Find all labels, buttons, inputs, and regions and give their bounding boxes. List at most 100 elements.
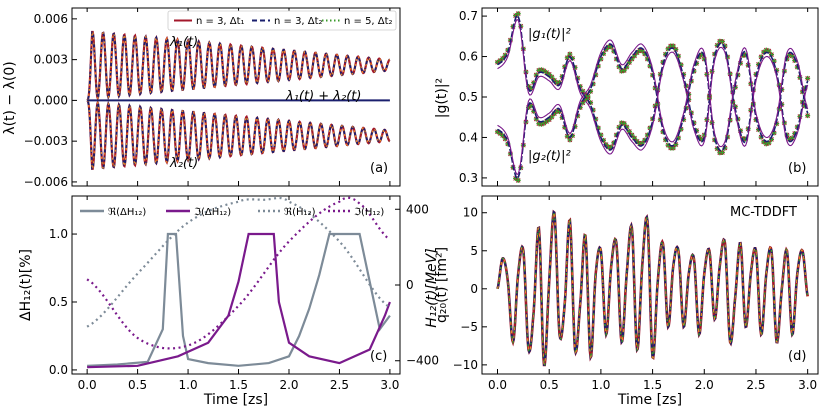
panel-c-yticks-right: −400 0 400	[395, 202, 439, 368]
b-y-tick-label: 0.4	[459, 130, 478, 144]
legend-im-dh-label: ℑ(ΔH₁₂)	[194, 207, 231, 218]
panel-c-tag: (c)	[370, 349, 387, 364]
c-x-tick-label: 1.5	[229, 378, 248, 392]
panel-c-ylabel-right: H₁₂(t)[MeV]	[424, 248, 440, 327]
series-λ₁(t)-n5-dt2	[86, 31, 391, 101]
b-y-tick-label: 0.6	[459, 50, 478, 64]
panel-a-frame	[71, 7, 401, 187]
series-|g₁(t)|²	[497, 14, 809, 151]
panel-d-xlabel: Time [zs]	[617, 392, 682, 408]
b-y-tick-label: 0.3	[459, 171, 478, 185]
marker-green-plus	[515, 177, 521, 183]
d-y-tick-label: 5	[470, 244, 478, 258]
panel-b-tag: (b)	[788, 161, 806, 176]
c-y-tick-label: 0.5	[49, 295, 68, 309]
panel-a-tag: (a)	[370, 161, 388, 176]
panel-c-legend: ℜ(ΔH₁₂) ℑ(ΔH₁₂) ℜ(H₁₂) ℑ(H₁₂)	[80, 207, 384, 218]
marker-green-plus	[805, 113, 811, 119]
panel-d-title: MC-TDDFT	[730, 205, 797, 220]
d-x-tick-label: 1.0	[591, 378, 610, 392]
panel-c-frame	[71, 195, 401, 375]
panel-a-plot	[86, 30, 391, 170]
a-y-tick-label: −0.003	[24, 134, 68, 148]
series-c-0	[87, 232, 391, 367]
marker-green-plus	[719, 149, 725, 155]
c-yr-tick-label: 400	[406, 202, 429, 216]
panel-d-xticks: 0.0 0.5 1.0 1.5 2.0 2.5 3.0	[488, 196, 817, 392]
d-x-tick-label: 1.5	[643, 378, 662, 392]
panel-d-ylabel: q₂₀(t) [fm²]	[434, 247, 450, 323]
c-yr-tick-label: 0	[406, 278, 414, 292]
series-|g₂(t)|²	[497, 43, 809, 180]
c-x-tick-label: 2.0	[279, 378, 298, 392]
marker-green-plus	[515, 11, 521, 17]
marker-green-plus	[805, 75, 811, 81]
panel-b-xticks	[497, 8, 809, 186]
c-x-tick-label: 2.5	[330, 378, 349, 392]
d-y-tick-label: −10	[453, 358, 478, 372]
marker-green-plus	[621, 68, 627, 74]
panel-a-ylabel: λ(t) − λ(0)	[2, 61, 18, 134]
legend-re-dh-label: ℜ(ΔH₁₂)	[108, 207, 146, 218]
legend-label-2: n = 3, Δt₂	[274, 16, 323, 27]
d-x-tick-label: 2.5	[746, 378, 765, 392]
panel-d-yticks: −10 −5 0 5 10	[453, 206, 487, 372]
panel-d: −10 −5 0 5 10 0.0 0.5 1.0 1.5 2.0 2.5 3.0 q₂₀(t) […	[434, 195, 819, 408]
legend-label-3: n = 5, Δt₂	[344, 16, 393, 27]
panel-d-plot	[496, 209, 809, 367]
panel-c-xticks: 0.0 0.5 1.0 1.5 2.0 2.5 3.0	[78, 196, 399, 392]
panel-a-legend: n = 3, Δt₁ n = 3, Δt₂ n = 5, Δt₂	[167, 10, 397, 31]
d-y-tick-label: 0	[470, 282, 478, 296]
c-x-tick-label: 0.5	[128, 378, 147, 392]
d-y-tick-label: 10	[463, 206, 478, 220]
panel-b: 0.3 0.4 0.5 0.6 0.7 |g(t)|² |g₁(t)|² |g₂(t)|…	[434, 7, 819, 187]
panel-b-plot	[495, 11, 811, 183]
annotation-g1: |g₁(t)|²	[528, 27, 571, 42]
series-|g₂(t)|²-ref	[497, 39, 809, 176]
b-y-tick-label: 0.5	[459, 90, 478, 104]
series-λ₂(t)-n5-dt2	[86, 99, 391, 170]
d-x-tick-label: 0.0	[488, 378, 507, 392]
a-y-tick-label: 0.000	[34, 93, 68, 107]
c-x-tick-label: 3.0	[380, 378, 399, 392]
annotation-lambda2: λ₂(t)	[169, 156, 198, 171]
a-y-tick-label: 0.006	[34, 12, 68, 26]
legend-box	[167, 10, 397, 31]
d-x-tick-label: 3.0	[798, 378, 817, 392]
marker-green-plus	[719, 39, 725, 45]
annotation-g2: |g₂(t)|²	[528, 149, 571, 164]
panel-c-ylabel: ΔH₁₂(t)[%]	[18, 249, 34, 321]
panel-c-xlabel: Time [zs]	[203, 392, 268, 408]
panel-c: 0.0 0.5 1.0 −400 0 400 0.0 0.5 1.0 1.5 2.0 2.5 3.0…	[18, 195, 440, 408]
series-|g₁(t)|²-ref	[497, 18, 809, 155]
a-y-tick-label: −0.006	[24, 175, 68, 189]
legend-re-h-label: ℜ(H₁₂)	[284, 207, 316, 218]
annotation-lambda-sum: λ₁(t) + λ₂(t)	[285, 89, 361, 104]
c-x-tick-label: 0.0	[78, 378, 97, 392]
panel-d-frame	[481, 195, 819, 375]
series-q20-red	[496, 209, 809, 367]
marker-green-plus	[621, 120, 627, 126]
c-y-tick-label: 0.0	[49, 363, 68, 377]
series-q20-orange	[497, 211, 809, 366]
panel-b-ylabel: |g(t)|²	[434, 78, 450, 118]
d-x-tick-label: 2.0	[695, 378, 714, 392]
legend-label-1: n = 3, Δt₁	[196, 16, 245, 27]
a-y-tick-label: 0.003	[34, 53, 68, 67]
panel-d-tag: (d)	[788, 349, 806, 364]
series-c-1	[87, 232, 391, 369]
c-yr-tick-label: −400	[406, 354, 439, 368]
c-y-tick-label: 1.0	[49, 227, 68, 241]
series-c-3	[86, 196, 391, 350]
panel-b-yticks: 0.3 0.4 0.5 0.6 0.7	[459, 9, 487, 185]
panel-c-yticks: 0.0 0.5 1.0	[49, 227, 77, 377]
annotation-lambda1: λ₁(t)	[169, 35, 198, 50]
legend-im-h-label: ℑ(H₁₂)	[354, 207, 384, 218]
c-x-tick-label: 1.0	[179, 378, 198, 392]
panel-c-plot	[86, 196, 391, 369]
d-y-tick-label: −5	[460, 320, 478, 334]
panel-a-yticks: −0.006 −0.003 0.000 0.003 0.006	[24, 12, 77, 189]
b-y-tick-label: 0.7	[459, 9, 478, 23]
d-x-tick-label: 0.5	[540, 378, 559, 392]
